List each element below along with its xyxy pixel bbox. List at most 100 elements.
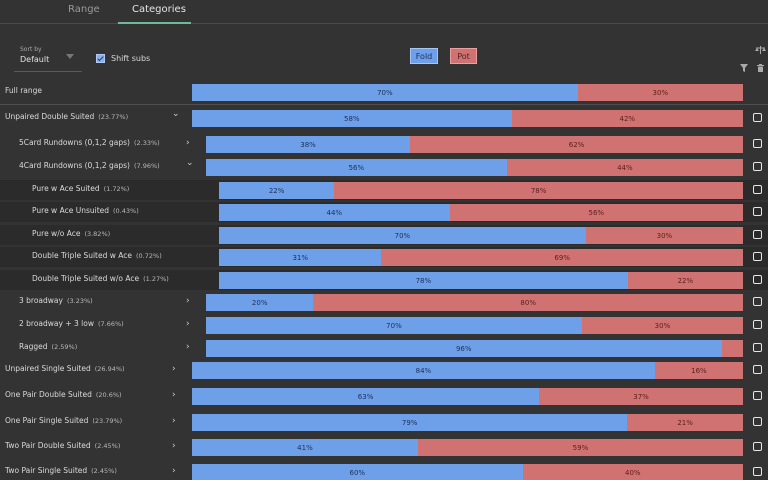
category-row[interactable]: Ragged (2.59%) › 96% [0, 338, 768, 358]
chevron-right-icon[interactable]: › [186, 296, 190, 306]
legend-pot-button[interactable]: Pot [450, 48, 477, 64]
tab-range[interactable]: Range [68, 4, 100, 15]
category-row[interactable]: Two Pair Double Suited (2.45%) › 41% 59% [0, 437, 768, 457]
fold-segment: 63% [192, 388, 540, 405]
pot-segment: 62% [410, 136, 743, 153]
category-percentage: (1.27%) [143, 275, 169, 283]
row-select-checkbox[interactable] [753, 391, 762, 400]
row-select-checkbox[interactable] [753, 230, 762, 239]
category-name: Two Pair Single Suited [5, 466, 88, 475]
fold-pot-bar: 60% 40% [192, 464, 743, 480]
shift-subs-checkbox[interactable] [96, 54, 105, 63]
chevron-right-icon[interactable]: › [186, 319, 190, 329]
row-select-checkbox[interactable] [753, 207, 762, 216]
pot-segment: 56% [449, 204, 743, 221]
category-name: 2 broadway + 3 low [19, 319, 94, 328]
category-percentage: (23.79%) [92, 417, 123, 425]
category-row[interactable]: Full range 70% 30% [0, 82, 768, 102]
row-select-checkbox[interactable] [753, 252, 762, 261]
fold-pot-bar: 38% 62% [206, 136, 743, 153]
category-row[interactable]: One Pair Double Suited (20.6%) › 63% 37% [0, 386, 768, 406]
trash-icon[interactable] [757, 64, 764, 72]
category-row[interactable]: 5Card Rundowns (0,1,2 gaps) (2.33%) › 38% 62… [0, 134, 768, 154]
category-row[interactable]: One Pair Single Suited (23.79%) › 79% 21% [0, 412, 768, 432]
fold-pot-bar: 70% 30% [192, 84, 743, 101]
category-percentage: (2.45%) [91, 467, 117, 475]
tab-categories[interactable]: Categories [132, 4, 186, 15]
category-percentage: (26.94%) [94, 365, 125, 373]
chevron-right-icon[interactable]: › [172, 390, 176, 400]
category-name: Pure w Ace Suited [32, 184, 100, 193]
fold-segment: 79% [192, 414, 628, 431]
row-select-checkbox[interactable] [753, 365, 762, 374]
pot-segment: 80% [313, 294, 743, 311]
row-select-checkbox[interactable] [753, 162, 762, 171]
category-name: Pure w Ace Unsuited [32, 206, 110, 215]
pot-segment: 44% [506, 159, 743, 176]
category-percentage: (3.82%) [84, 230, 111, 238]
category-row[interactable]: 3 broadway (3.23%) › 20% 80% [0, 292, 768, 312]
category-label: One Pair Single Suited (23.79%) [5, 416, 122, 425]
chevron-right-icon[interactable]: › [186, 138, 190, 148]
row-select-checkbox[interactable] [753, 442, 762, 451]
row-select-checkbox[interactable] [753, 275, 762, 284]
chevron-down-icon[interactable]: ⌄ [172, 109, 180, 119]
row-select-checkbox[interactable] [753, 467, 762, 476]
category-row[interactable]: 2 broadway + 3 low (7.66%) › 70% 30% [0, 315, 768, 335]
category-row[interactable]: Pure w Ace Unsuited (0.43%) 44% 56% [0, 202, 768, 222]
balance-scale-icon[interactable] [755, 46, 766, 54]
chevron-right-icon[interactable]: › [172, 441, 176, 451]
category-percentage: (2.45%) [94, 442, 121, 450]
category-row[interactable]: Pure w/o Ace (3.82%) 70% 30% [0, 225, 768, 245]
filter-icon[interactable] [740, 64, 748, 72]
category-label: Pure w Ace Suited (1.72%) [32, 184, 129, 193]
category-percentage: (2.59%) [51, 343, 78, 351]
category-name: 4Card Rundowns (0,1,2 gaps) [19, 161, 130, 170]
category-row[interactable]: Unpaired Double Suited (23.77%) ⌄ 58% 42% [0, 108, 768, 128]
category-name: Unpaired Double Suited [5, 112, 95, 121]
fold-segment: 96% [206, 340, 722, 357]
category-row[interactable]: Double Triple Suited w Ace (0.72%) 31% 69% [0, 247, 768, 267]
category-label: Pure w Ace Unsuited (0.43%) [32, 206, 139, 215]
fold-pot-bar: 22% 78% [219, 182, 743, 199]
category-row[interactable]: Double Triple Suited w/o Ace (1.27%) 78% 22… [0, 270, 768, 290]
chevron-right-icon[interactable]: › [172, 364, 176, 374]
row-select-checkbox[interactable] [753, 113, 762, 122]
sort-by-dropdown[interactable]: Sort by Default [14, 44, 82, 72]
fold-segment: 70% [192, 84, 578, 101]
row-select-checkbox[interactable] [753, 297, 762, 306]
category-label: Unpaired Single Suited (26.94%) [5, 364, 125, 373]
row-select-checkbox[interactable] [753, 139, 762, 148]
shift-subs-toggle[interactable]: Shift subs [96, 54, 150, 63]
chevron-right-icon[interactable]: › [172, 466, 176, 476]
fold-pot-bar: 79% 21% [192, 414, 743, 431]
chevron-down-icon[interactable]: ⌄ [186, 158, 194, 168]
category-row[interactable]: Two Pair Single Suited (2.45%) › 60% 40% [0, 462, 768, 480]
category-row[interactable]: Unpaired Single Suited (26.94%) › 84% 16% [0, 360, 768, 380]
category-label: 3 broadway (3.23%) [19, 296, 93, 305]
category-name: Full range [5, 86, 43, 95]
row-select-checkbox[interactable] [753, 185, 762, 194]
category-percentage: (2.33%) [133, 139, 160, 147]
category-percentage: (3.23%) [66, 297, 93, 305]
row-select-checkbox[interactable] [753, 320, 762, 329]
category-percentage: (1.72%) [103, 185, 130, 193]
legend-fold-button[interactable]: Fold [410, 48, 438, 64]
fold-pot-bar: 96% [206, 340, 743, 357]
category-label: Ragged (2.59%) [19, 342, 77, 351]
fold-segment: 60% [192, 464, 523, 480]
fold-segment: 70% [219, 227, 586, 244]
category-row[interactable]: Pure w Ace Suited (1.72%) 22% 78% [0, 180, 768, 200]
row-select-checkbox[interactable] [753, 343, 762, 352]
fold-pot-bar: 63% 37% [192, 388, 743, 405]
fold-segment: 22% [219, 182, 335, 199]
category-percentage: (0.43%) [113, 207, 139, 215]
category-row[interactable]: 4Card Rundowns (0,1,2 gaps) (7.96%) ⌄ 56% 44… [0, 157, 768, 177]
chevron-right-icon[interactable]: › [172, 416, 176, 426]
row-select-checkbox[interactable] [753, 417, 762, 426]
category-name: Two Pair Double Suited [5, 441, 91, 450]
fold-pot-bar: 70% 30% [206, 317, 743, 334]
chevron-right-icon[interactable]: › [186, 342, 190, 352]
fold-pot-bar: 78% 22% [219, 272, 743, 289]
fold-pot-bar: 44% 56% [219, 204, 743, 221]
